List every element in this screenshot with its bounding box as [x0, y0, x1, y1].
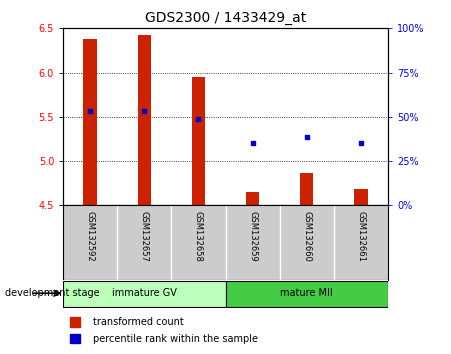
Text: transformed count: transformed count — [93, 317, 184, 327]
Bar — [354, 189, 368, 205]
Text: GSM132657: GSM132657 — [140, 211, 149, 262]
Text: mature MII: mature MII — [281, 288, 333, 298]
Bar — [246, 192, 259, 205]
Bar — [69, 334, 80, 343]
Text: GSM132659: GSM132659 — [248, 211, 257, 262]
Text: GSM132660: GSM132660 — [302, 211, 311, 262]
Text: GSM132592: GSM132592 — [86, 211, 95, 262]
Bar — [83, 39, 97, 205]
Text: GSM132661: GSM132661 — [356, 211, 365, 262]
Bar — [69, 318, 80, 327]
Text: GSM132658: GSM132658 — [194, 211, 203, 262]
Title: GDS2300 / 1433429_at: GDS2300 / 1433429_at — [145, 11, 306, 24]
Text: development stage: development stage — [5, 288, 99, 298]
Bar — [192, 77, 205, 205]
Bar — [138, 35, 151, 205]
Text: immature GV: immature GV — [112, 288, 177, 298]
Bar — [226, 281, 388, 307]
Bar — [63, 281, 226, 307]
Bar — [300, 172, 313, 205]
Text: percentile rank within the sample: percentile rank within the sample — [93, 333, 258, 344]
